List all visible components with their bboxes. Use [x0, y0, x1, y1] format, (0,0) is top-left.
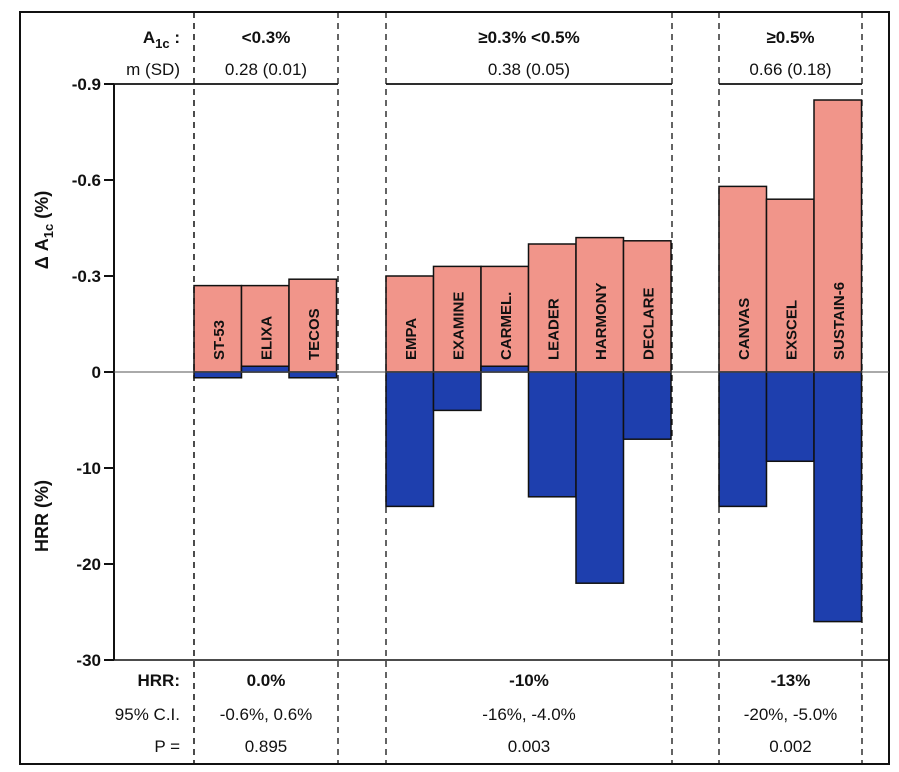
group-mean-sd: 0.28 (0.01)	[225, 60, 307, 79]
trial-label: DECLARE	[640, 287, 657, 360]
hrr-bar-harmony	[575, 371, 625, 584]
group-ci: -0.6%, 0.6%	[220, 705, 313, 724]
bottom-tick-label: -20	[76, 555, 101, 574]
a1c-bar-examine	[432, 265, 482, 373]
trial-label: TECOS	[306, 308, 323, 360]
hrr-bar-exscel	[765, 371, 815, 463]
a1c-bar-st-53	[193, 284, 243, 373]
hrr-bar-tecos	[288, 371, 338, 379]
group-hrr: -10%	[509, 671, 549, 690]
group-a1c-range: ≥0.3% <0.5%	[478, 28, 579, 47]
trial-label: EXAMINE	[450, 292, 467, 360]
hrr-bar-elixa	[240, 365, 290, 373]
group-hrr: 0.0%	[247, 671, 286, 690]
top-tick-label: -0.3	[72, 267, 101, 286]
trial-label: CARMEL.	[498, 292, 515, 360]
header-msd-label: m (SD)	[126, 60, 180, 79]
a1c-bar-exscel	[765, 198, 815, 373]
group-hrr: -13%	[771, 671, 811, 690]
trial-label: SUSTAIN-6	[831, 282, 848, 360]
y-axis-ticks: -0.9 -0.6 -0.3 0 -10 -20 -30	[72, 75, 114, 670]
group-p: 0.895	[245, 737, 288, 756]
bottom-tick-label: -10	[76, 459, 101, 478]
footer-p-label: P =	[154, 737, 180, 756]
a1c-bar-leader	[527, 243, 577, 373]
bottom-axis-title: HRR (%)	[32, 480, 52, 552]
group-ci: -20%, -5.0%	[744, 705, 838, 724]
group-a1c-range: ≥0.5%	[766, 28, 814, 47]
hrr-bar-carmel-	[480, 365, 530, 373]
group-a1c-range: <0.3%	[242, 28, 291, 47]
trial-label: EXSCEL	[783, 300, 800, 360]
a1c-bar-tecos	[288, 278, 338, 373]
hrr-bar-st-53	[193, 371, 243, 379]
group-mean-sd: 0.66 (0.18)	[749, 60, 831, 79]
a1c-bar-elixa	[240, 284, 290, 373]
a1c-bar-declare	[622, 240, 672, 373]
footer-ci-label: 95% C.I.	[115, 705, 180, 724]
trial-label: LEADER	[545, 298, 562, 360]
top-axis-title: Δ A1c (%)	[32, 191, 56, 269]
hrr-bar-examine	[432, 371, 482, 412]
top-tick-label: -0.9	[72, 75, 101, 94]
group-p: 0.002	[769, 737, 812, 756]
header-a1c-label: A1c :	[143, 28, 180, 51]
a1c-bar-canvas	[718, 185, 768, 373]
hrr-bar-canvas	[718, 371, 768, 508]
trial-label: HARMONY	[593, 283, 610, 361]
hrr-bar-leader	[527, 371, 577, 498]
group-p: 0.003	[508, 737, 551, 756]
group-dividers	[114, 12, 863, 764]
bottom-tick-label: -30	[76, 651, 101, 670]
trial-label: CANVAS	[736, 298, 753, 360]
hrr-bar-empa	[385, 371, 435, 508]
top-tick-label: 0	[92, 363, 101, 382]
trial-label: EMPA	[403, 318, 420, 360]
group-annotations: <0.3% 0.28 (0.01) 0.0% -0.6%, 0.6% 0.895 ≥0.3…	[220, 28, 838, 756]
trial-label: ELIXA	[258, 316, 275, 360]
trial-label: ST-53	[211, 320, 228, 360]
hrr-bar-declare	[622, 371, 672, 440]
footer-hrr-label: HRR:	[138, 671, 181, 690]
bars: ST-53 ELIXA TECOS EMPA EXAMINE CARMEL. LEADER H…	[193, 99, 863, 623]
a1c-bar-carmel-	[480, 265, 530, 373]
group-ci: -16%, -4.0%	[482, 705, 576, 724]
top-tick-label: -0.6	[72, 171, 101, 190]
group-mean-sd: 0.38 (0.05)	[488, 60, 570, 79]
hrr-bar-sustain-6	[813, 371, 863, 623]
